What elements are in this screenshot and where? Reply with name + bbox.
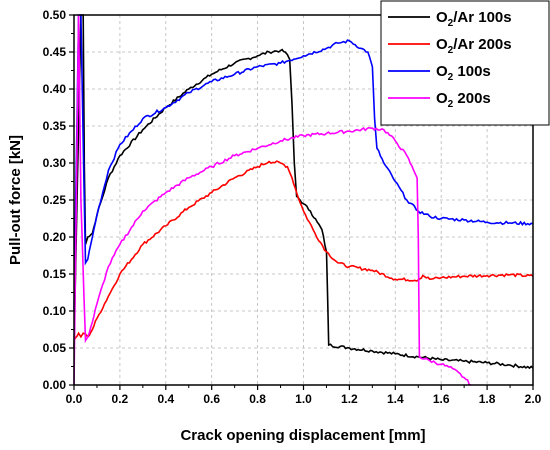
series-line-2 — [73, 160, 534, 341]
y-tick-label: 0.50 — [43, 8, 67, 22]
x-tick-label: 0.0 — [66, 392, 83, 406]
axis-ticks — [69, 14, 534, 390]
x-tick-label: 1.6 — [433, 392, 450, 406]
y-tick-label: 0.20 — [43, 230, 67, 244]
series-line-3 — [73, 14, 534, 312]
y-tick-label: 0.35 — [43, 119, 67, 133]
y-tick-label: 0.45 — [43, 45, 67, 59]
y-tick-label: 0.05 — [43, 341, 67, 355]
y-tick-label: 0.30 — [43, 156, 67, 170]
series-line-1 — [73, 14, 534, 370]
legend-label: O2 100s — [436, 63, 491, 83]
x-axis-title: Crack opening displacement [mm] — [180, 427, 425, 444]
y-tick-label: 0.15 — [43, 267, 67, 281]
x-tick-label: 0.2 — [112, 392, 129, 406]
y-tick-label: 0.00 — [43, 378, 67, 392]
x-tick-label: 0.4 — [157, 392, 174, 406]
legend-box — [380, 0, 550, 126]
x-tick-label: 0.8 — [249, 392, 266, 406]
x-tick-label: 1.4 — [387, 392, 404, 406]
x-tick-label: 2.0 — [525, 392, 542, 406]
x-tick-label: 0.6 — [203, 392, 220, 406]
series-line-4 — [73, 14, 472, 386]
x-tick-label: 1.8 — [479, 392, 496, 406]
x-tick-label: 1.0 — [295, 392, 312, 406]
y-tick-label: 0.25 — [43, 193, 67, 207]
y-axis-title: Pull-out force [kN] — [7, 135, 24, 265]
y-tick-label: 0.10 — [43, 304, 67, 318]
legend-label: O2/Ar 100s — [436, 9, 512, 29]
x-tick-label: 1.2 — [341, 392, 358, 406]
y-tick-label: 0.40 — [43, 82, 67, 96]
x-tick-labels: 0.0 0.2 0.4 0.6 0.8 1.0 1.2 1.4 1.6 1.8 2.0 — [66, 392, 542, 406]
y-tick-labels: 0.00 0.05 0.10 0.15 0.20 0.25 0.30 0.35 0.40 0.45… — [43, 8, 67, 392]
legend-label: O2/Ar 200s — [436, 36, 512, 56]
data-series — [73, 14, 534, 386]
legend: O2/Ar 100s O2/Ar 200s O2 100s O2 200s — [380, 0, 550, 126]
legend-label: O2 200s — [436, 90, 491, 110]
